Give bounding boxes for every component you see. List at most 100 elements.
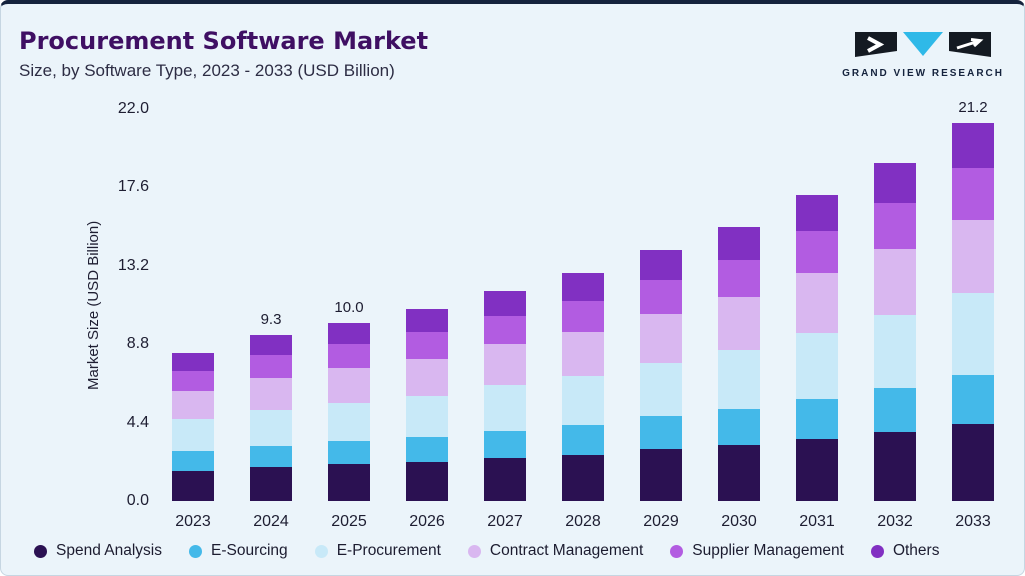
bar-segment-e-sourcing	[640, 416, 682, 450]
bar-segment-spend-analysis	[952, 423, 994, 501]
legend-label: E-Procurement	[336, 542, 441, 559]
bar-segment-e-sourcing	[952, 374, 994, 424]
x-axis-label: 2024	[253, 513, 289, 530]
bar-segment-e-procurement	[796, 332, 838, 399]
legend-label: Spend Analysis	[56, 542, 162, 559]
x-axis-label: 2025	[331, 513, 367, 530]
bar-segment-e-sourcing	[328, 441, 370, 465]
x-axis-label: 2026	[409, 513, 445, 530]
bar-segment-contract-management	[874, 248, 916, 315]
legend-label: Contract Management	[489, 542, 644, 559]
y-tick-label: 22.0	[117, 100, 149, 117]
bar-segment-e-sourcing	[406, 436, 448, 462]
bar-group-2027: 2027	[484, 109, 526, 530]
bar-segment-supplier-management	[640, 280, 682, 314]
bar-segment-supplier-management	[328, 344, 370, 369]
bar-segment-contract-management	[250, 378, 292, 411]
bar-group-2024: 9.3 2024	[250, 109, 292, 530]
bar-segment-e-procurement	[874, 314, 916, 388]
legend-item-spend-analysis: Spend Analysis	[34, 542, 162, 560]
brand-name: GRAND VIEW RESEARCH	[842, 68, 1004, 79]
bar-segment-spend-analysis	[172, 470, 214, 501]
bar-segment-others	[874, 162, 916, 203]
x-axis-label: 2029	[643, 513, 679, 530]
stacked-bar	[562, 109, 604, 501]
legend-dot-icon	[314, 544, 328, 558]
bar-segment-others	[718, 226, 760, 260]
bar-segment-supplier-management	[406, 331, 448, 359]
bar-segment-e-sourcing	[172, 451, 214, 471]
bar-segment-e-procurement	[328, 403, 370, 442]
bar-value-label: 21.2	[958, 99, 988, 117]
bar-segment-e-sourcing	[718, 409, 760, 445]
legend-dot-icon	[870, 544, 884, 558]
bar-segment-supplier-management	[484, 315, 526, 345]
bar-segment-supplier-management	[952, 167, 994, 220]
bar-segment-spend-analysis	[796, 438, 838, 501]
bar-segment-others	[562, 272, 604, 301]
bar-segment-others	[796, 194, 838, 232]
chart-header: Procurement Software Market Size, by Sof…	[19, 27, 1004, 81]
bar-segment-e-procurement	[250, 410, 292, 446]
bar-segment-e-procurement	[484, 385, 526, 431]
bar-segment-supplier-management	[796, 231, 838, 273]
bar-segment-contract-management	[172, 390, 214, 420]
bar-segment-contract-management	[640, 313, 682, 363]
stacked-bar	[640, 109, 682, 501]
page-subtitle: Size, by Software Type, 2023 - 2033 (USD…	[19, 60, 395, 80]
page-title: Procurement Software Market	[19, 27, 429, 55]
x-axis-label: 2033	[955, 513, 991, 530]
bar-segment-others	[328, 322, 370, 345]
chart-legend: Spend Analysis E-Sourcing E-Procurement Con…	[34, 542, 1004, 560]
bar-segment-others	[172, 353, 214, 371]
bar-segment-contract-management	[718, 297, 760, 351]
stacked-bar	[874, 109, 916, 501]
legend-dot-icon	[670, 544, 684, 558]
bar-segment-spend-analysis	[874, 431, 916, 501]
legend-item-others: Others	[870, 542, 939, 560]
bar-segment-e-procurement	[172, 419, 214, 452]
y-tick-label: 0.0	[126, 492, 149, 509]
bar-group-2032: 2032	[874, 109, 916, 530]
legend-item-contract-management: Contract Management	[467, 542, 644, 560]
bar-segment-spend-analysis	[640, 449, 682, 501]
stacked-bar	[718, 109, 760, 501]
y-tick-label: 8.8	[126, 335, 149, 353]
bar-group-2029: 2029	[640, 109, 682, 530]
stacked-bar	[952, 109, 994, 501]
x-axis-label: 2030	[721, 513, 757, 530]
stacked-bar	[328, 109, 370, 501]
bar-value-label: 10.0	[334, 298, 364, 316]
bar-segment-spend-analysis	[718, 444, 760, 501]
bar-segment-supplier-management	[718, 259, 760, 297]
stacked-bar	[250, 109, 292, 501]
bar-segment-contract-management	[484, 344, 526, 386]
bar-segment-contract-management	[328, 368, 370, 404]
bar-group-2033: 21.2 2033	[952, 99, 994, 530]
x-axis-label: 2027	[487, 513, 523, 530]
bar-segment-supplier-management	[250, 354, 292, 379]
legend-dot-icon	[189, 544, 202, 558]
bar-segment-e-procurement	[406, 395, 448, 437]
y-tick-label: 4.4	[126, 413, 149, 431]
brand-logo: GRAND VIEW RESEARCH	[842, 28, 1004, 79]
x-axis-label: 2028	[565, 513, 601, 530]
plot-area: Market Size (USD Billion) 0.0 4.4 8.8 13.2 1…	[85, 99, 1002, 530]
bar-segment-spend-analysis	[562, 454, 604, 501]
bar-group-2028: 2028	[562, 109, 604, 530]
legend-dot-icon	[467, 544, 481, 558]
title-block: Procurement Software Market Size, by Sof…	[19, 27, 429, 81]
bar-group-2030: 2030	[718, 109, 760, 530]
stacked-bar	[484, 109, 526, 501]
legend-item-supplier-management: Supplier Management	[670, 542, 844, 560]
bar-segment-e-sourcing	[874, 387, 916, 432]
bar-segment-e-procurement	[952, 293, 994, 375]
grand-view-research-logo-icon	[853, 32, 993, 63]
y-tick-label: 13.2	[117, 256, 149, 274]
x-axis-label: 2023	[175, 513, 211, 530]
bar-group-2026: 2026	[406, 109, 448, 530]
bar-segment-others	[640, 249, 682, 281]
bar-segment-contract-management	[796, 272, 838, 333]
bar-value-label: 9.3	[260, 311, 282, 329]
